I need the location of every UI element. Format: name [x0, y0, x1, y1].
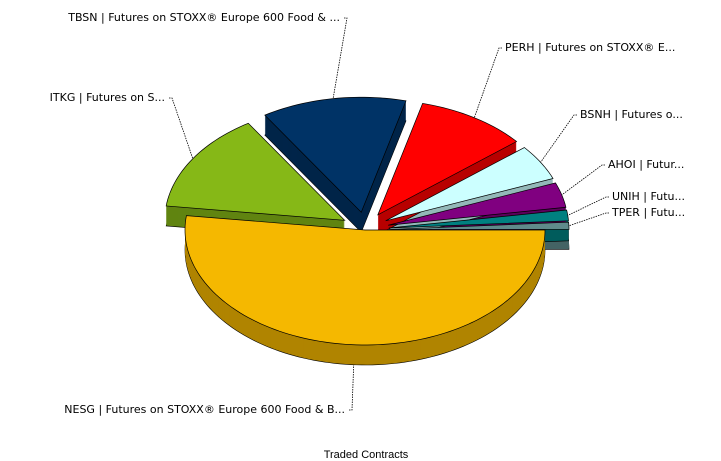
pie-slice — [184, 215, 546, 346]
slice-label: UNIH | Futu... — [612, 190, 685, 203]
slice-label: AHOI | Futur... — [608, 158, 684, 171]
slice-tops — [165, 96, 570, 346]
leader-line — [561, 164, 605, 196]
leader-line — [349, 364, 355, 411]
pie-slice — [264, 96, 407, 213]
slice-label: NESG | Futures on STOXX® Europe 600 Food… — [64, 403, 345, 416]
slice-label: TPER | Futu... — [611, 206, 685, 219]
chart-title: Traded Contracts — [324, 449, 409, 461]
pie-slice — [165, 122, 346, 221]
slice-label: PERH | Futures on STOXX® E... — [505, 41, 675, 54]
leader-line — [568, 212, 609, 227]
leader-line — [540, 114, 577, 163]
slice-label: BSNH | Futures o... — [580, 108, 683, 121]
leader-line — [567, 196, 609, 216]
labels: TPER | Futu... UNIH | Futu... AHOI | Futur… — [50, 11, 685, 416]
pie-slice — [388, 221, 570, 230]
pie-slice — [385, 147, 554, 222]
pie-slice — [388, 182, 567, 226]
leader-line — [332, 17, 348, 99]
slice-label: ITKG | Futures on S... — [50, 91, 165, 104]
pie-slice — [388, 209, 569, 229]
leader-line — [473, 47, 502, 118]
leader-line — [169, 97, 194, 159]
pie-slice — [377, 103, 518, 216]
slice-label: TBSN | Futures on STOXX® Europe 600 Food… — [67, 11, 340, 24]
